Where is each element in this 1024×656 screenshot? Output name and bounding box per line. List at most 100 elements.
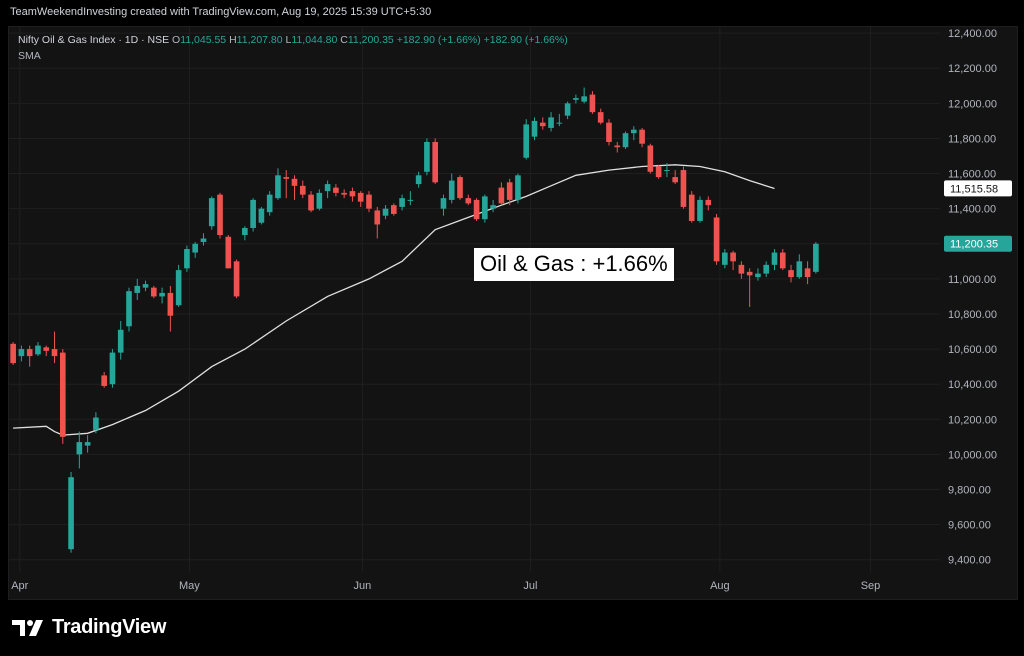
candle-body <box>432 141 439 183</box>
x-tick-label: Jun <box>353 580 371 592</box>
tradingview-logo-icon <box>12 619 43 636</box>
candle-body <box>589 94 596 113</box>
open-value: 11,045.55 <box>180 34 227 46</box>
x-tick-label: Aug <box>710 580 730 592</box>
candle-body <box>788 270 794 278</box>
tradingview-logo[interactable]: TradingView <box>12 616 166 639</box>
candle-body <box>581 96 587 102</box>
change-value: +182.90 (+1.66%) <box>396 34 481 46</box>
candle-body <box>242 227 248 235</box>
price-chart[interactable]: 9,400.00 9,600.00 9,800.00 10,000.00 10,200.… <box>0 0 1024 600</box>
candle-body <box>225 236 232 269</box>
candle-body <box>200 238 207 243</box>
candle-body <box>680 170 687 207</box>
sma-price-tag <box>944 180 1012 197</box>
candle-body <box>722 252 728 265</box>
candle-body <box>10 343 16 364</box>
y-tick-label: 10,000.00 <box>948 449 997 461</box>
candle-body <box>655 166 662 178</box>
high-value: 11,207.80 <box>236 34 283 46</box>
close-label: C <box>340 34 348 46</box>
candle-body <box>68 477 74 550</box>
candle-body <box>349 191 356 197</box>
change-value-2: +182.90 (+1.66%) <box>483 34 568 46</box>
x-tick-label: May <box>179 580 200 592</box>
brand-name: TradingView <box>52 616 167 638</box>
last-price-text: 11,200.35 <box>950 239 998 251</box>
candle-body <box>291 178 298 186</box>
candle-body <box>134 285 141 293</box>
ohlc-legend: Nifty Oil & Gas Index · 1D · NSE O11,045… <box>18 34 568 46</box>
candle-body <box>465 198 472 204</box>
candle-body <box>76 442 83 455</box>
candle-body <box>43 347 50 351</box>
y-tick-label: 11,600.00 <box>948 169 996 181</box>
y-tick-label: 9,600.00 <box>948 520 991 532</box>
candle-body <box>630 129 637 134</box>
candle-body <box>275 175 281 199</box>
candle-body <box>779 252 786 269</box>
candle-body <box>473 199 480 220</box>
candle-body <box>316 192 323 209</box>
candle-body <box>217 194 223 235</box>
candle-body <box>266 194 273 213</box>
candle-body <box>374 210 381 225</box>
candle-body <box>233 261 240 297</box>
candle-body <box>573 98 579 100</box>
candle-body <box>730 252 736 262</box>
candle-body <box>333 187 339 193</box>
candle-body <box>341 192 347 195</box>
high-label: H <box>229 34 237 46</box>
footer-bar <box>0 600 1024 656</box>
annotation-label: Oil & Gas : +1.66% <box>474 248 674 281</box>
candle-body <box>258 208 265 223</box>
candle-body <box>250 199 256 228</box>
candle-body <box>622 133 629 148</box>
candle-body <box>564 103 571 116</box>
candle-body <box>606 122 612 142</box>
candle-body <box>324 184 331 192</box>
candle-body <box>93 417 99 430</box>
candle-body <box>614 145 621 148</box>
candle-body <box>308 194 314 211</box>
candle-body <box>390 205 397 214</box>
candle-body <box>399 198 405 207</box>
candle-body <box>796 261 803 278</box>
y-tick-label: 10,200.00 <box>948 414 997 426</box>
candle-body <box>771 252 778 265</box>
x-tick-label: Apr <box>11 580 28 592</box>
candle-body <box>175 270 182 306</box>
candle-body <box>705 199 712 206</box>
symbol-label[interactable]: Nifty Oil & Gas Index · 1D · NSE <box>18 34 170 46</box>
candle-body <box>299 185 306 195</box>
candle-body <box>763 264 770 274</box>
candle-body <box>672 177 678 183</box>
candle-body <box>407 199 414 201</box>
y-tick-label: 10,600.00 <box>948 344 997 356</box>
candle-body <box>523 124 530 158</box>
candle-body <box>664 170 670 172</box>
candle-body <box>490 205 496 209</box>
chart-panel[interactable] <box>8 26 1018 600</box>
candle-body <box>59 352 66 437</box>
candle-body <box>167 292 174 316</box>
candle-body <box>506 182 513 200</box>
candle-body <box>738 264 745 274</box>
sma-indicator-label[interactable]: SMA <box>18 50 41 62</box>
candle-body <box>151 287 157 297</box>
candle-body <box>548 117 554 128</box>
candle-body <box>804 268 811 278</box>
candle-body <box>18 349 25 357</box>
x-tick-label: Jul <box>523 580 537 592</box>
sma-price-text: 11,515.58 <box>950 183 998 195</box>
candle-body <box>424 141 430 172</box>
candle-body <box>84 442 91 446</box>
candle-body <box>515 175 521 200</box>
candle-body <box>697 199 703 221</box>
candle-body <box>26 349 33 357</box>
candle-body <box>192 243 199 253</box>
candle-body <box>283 177 290 179</box>
candle-body <box>357 192 364 202</box>
candle-body <box>482 196 488 220</box>
y-tick-label: 12,000.00 <box>948 98 997 110</box>
